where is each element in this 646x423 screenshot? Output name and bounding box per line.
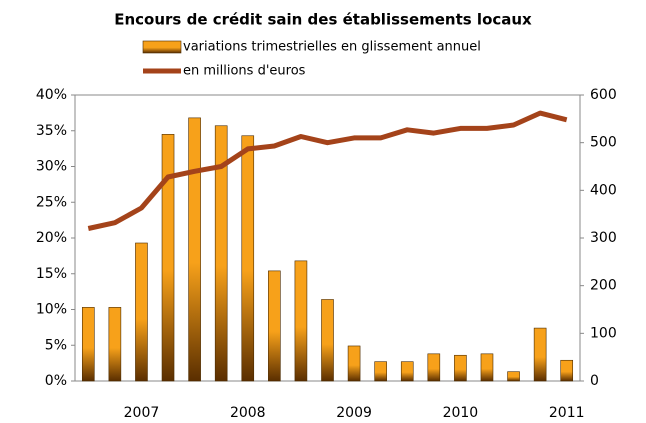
y-tick-label: 35%: [36, 123, 67, 139]
line: [87, 110, 568, 231]
x-tick-label: 2011: [549, 405, 585, 421]
x-tick-label: 2009: [336, 405, 372, 421]
chart-title: Encours de crédit sain des établissement…: [114, 11, 532, 29]
bar: [454, 354, 467, 382]
bar: [188, 117, 201, 382]
y2-tick-label: 200: [590, 278, 617, 294]
y-tick-label: 10%: [36, 302, 67, 318]
y2-tick-label: 600: [590, 87, 617, 103]
y-tick-label: 15%: [36, 266, 67, 282]
x-tick-label: 2007: [124, 405, 160, 421]
bar: [374, 361, 387, 382]
bar: [427, 353, 441, 382]
bar: [347, 345, 361, 382]
x-tick-label: 2008: [230, 405, 266, 421]
bar: [268, 270, 281, 382]
y2-tick-label: 100: [590, 325, 617, 341]
bar: [560, 359, 574, 382]
y-tick-label: 0%: [45, 373, 67, 389]
y-tick-label: 30%: [36, 159, 67, 175]
x-tick-label: 2010: [443, 405, 479, 421]
legend-swatch: [142, 40, 182, 54]
y2-tick-label: 300: [590, 230, 617, 246]
bar: [81, 307, 95, 382]
bar: [108, 307, 122, 382]
y-tick-label: 40%: [36, 87, 67, 103]
bar: [480, 353, 494, 382]
y2-tick-label: 400: [590, 182, 617, 198]
bar: [214, 125, 228, 382]
legend-label: variations trimestrielles en glissement …: [183, 40, 481, 55]
bar: [533, 327, 547, 382]
y-tick-label: 20%: [36, 230, 67, 246]
bar: [400, 361, 414, 382]
legend-label: en millions d'euros: [183, 64, 306, 79]
bar: [161, 134, 175, 382]
bar: [321, 299, 334, 382]
bar: [294, 260, 308, 382]
bar: [507, 371, 520, 382]
y-tick-label: 5%: [45, 337, 67, 353]
y2-tick-label: 0: [590, 373, 599, 389]
y-tick-label: 25%: [36, 194, 67, 210]
bar: [135, 242, 148, 382]
bar: [241, 135, 255, 382]
y2-tick-label: 500: [590, 135, 617, 151]
